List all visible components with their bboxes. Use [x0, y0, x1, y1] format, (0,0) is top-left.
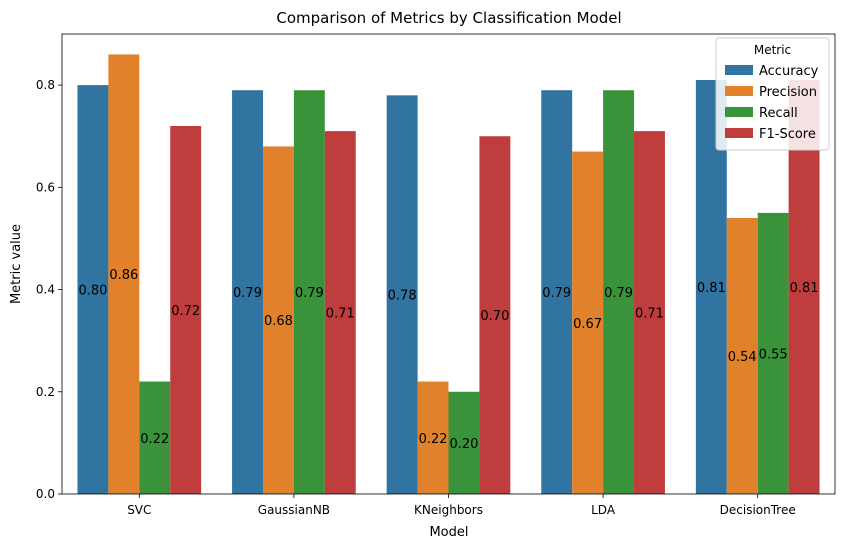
bar-value-label: 0.20	[449, 437, 478, 452]
x-tick-label: LDA	[591, 503, 616, 517]
bar-value-label: 0.81	[790, 281, 819, 296]
bar-value-label: 0.71	[635, 307, 664, 322]
chart-title: Comparison of Metrics by Classification …	[276, 9, 621, 27]
x-tick-label: SVC	[127, 503, 151, 517]
bar-value-label: 0.67	[573, 317, 602, 332]
bar-value-label: 0.68	[264, 314, 293, 329]
y-axis-label: Metric value	[9, 224, 24, 304]
legend-swatch-precision	[725, 86, 753, 96]
y-tick-label: 0.8	[36, 78, 55, 92]
bar-value-label: 0.22	[419, 432, 448, 447]
bar-value-label: 0.81	[697, 281, 726, 296]
bar-recall-svc	[139, 381, 171, 494]
legend-swatch-recall	[725, 107, 753, 117]
x-tick-label: KNeighbors	[414, 503, 483, 517]
y-tick-label: 0.0	[36, 487, 55, 501]
bar-precision-gaussiannb	[262, 146, 294, 494]
bar-value-label: 0.79	[542, 286, 571, 301]
bar-accuracy-lda	[541, 90, 573, 494]
y-axis: 0.0 0.2 0.4 0.6 0.8	[36, 78, 62, 501]
bar-recall-lda	[603, 90, 635, 494]
legend-swatch-f1-score	[725, 128, 753, 138]
bars-layer	[77, 54, 820, 495]
bar-f1-score-lda	[634, 131, 665, 494]
bar-f1-score-svc	[170, 126, 202, 494]
legend-swatch-accuracy	[725, 65, 753, 75]
bar-recall-kneighbors	[448, 391, 480, 494]
x-tick-label: GaussianNB	[258, 503, 330, 517]
y-tick-label: 0.2	[36, 385, 55, 399]
bar-value-label: 0.72	[171, 304, 200, 319]
legend-title: Metric	[754, 43, 791, 57]
legend-entry-accuracy: Accuracy	[759, 64, 819, 79]
legend-entry-recall: Recall	[759, 106, 798, 121]
legend-entry-precision: Precision	[759, 85, 817, 100]
bar-value-label: 0.55	[759, 347, 788, 362]
bar-accuracy-svc	[77, 85, 109, 494]
bar-accuracy-gaussiannb	[232, 90, 263, 494]
bar-recall-gaussiannb	[293, 90, 325, 494]
bar-value-label: 0.54	[728, 350, 757, 365]
bar-recall-decisiontree	[757, 212, 789, 494]
bar-f1-score-gaussiannb	[324, 131, 356, 494]
x-tick-label: DecisionTree	[720, 503, 796, 517]
bar-precision-svc	[108, 54, 140, 494]
y-tick-label: 0.4	[36, 283, 55, 297]
x-axis: SVC GaussianNB KNeighbors LDA DecisionTree	[127, 494, 796, 517]
bar-value-label: 0.79	[295, 286, 324, 301]
x-axis-label: Model	[429, 525, 468, 540]
value-labels-layer: 0.80 0.79 0.78 0.79 0.81 0.86 0.68 0.22 0.67 0.54…	[78, 268, 818, 452]
bar-value-label: 0.70	[480, 309, 509, 324]
bar-value-label: 0.78	[388, 289, 417, 304]
bar-value-label: 0.22	[140, 432, 169, 447]
bar-precision-kneighbors	[417, 381, 449, 494]
bar-f1-score-kneighbors	[479, 136, 511, 494]
bar-value-label: 0.79	[233, 286, 262, 301]
bar-accuracy-kneighbors	[386, 95, 418, 494]
legend-entry-f1-score: F1-Score	[759, 127, 816, 142]
bar-value-label: 0.71	[326, 307, 355, 322]
bar-precision-lda	[572, 151, 604, 495]
bar-value-label: 0.80	[78, 284, 107, 299]
bar-value-label: 0.86	[109, 268, 138, 283]
bar-precision-decisiontree	[726, 218, 758, 494]
y-tick-label: 0.6	[36, 180, 55, 194]
legend: Metric Accuracy Precision Recall F1-Score	[715, 37, 830, 151]
bar-value-label: 0.79	[604, 286, 633, 301]
